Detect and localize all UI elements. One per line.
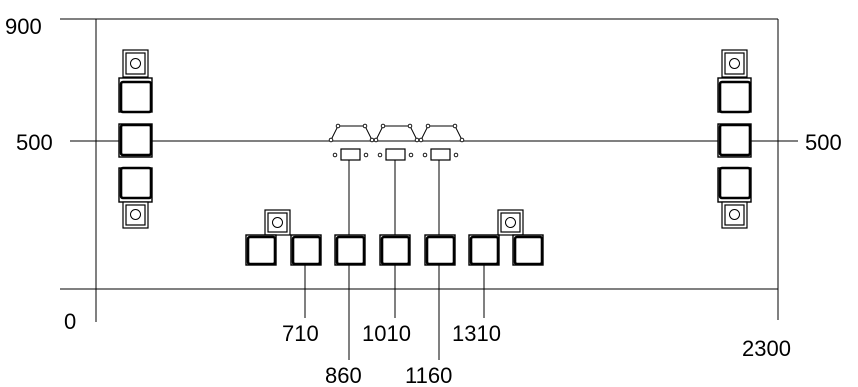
left-square-box-3 <box>118 166 153 203</box>
label-dim-1160: 1160 <box>405 363 452 387</box>
left-square-box-1 <box>118 77 153 114</box>
boundary-lines <box>60 18 798 322</box>
bottom-square-box-5 <box>424 234 456 266</box>
left-small-circle-box-bottom <box>122 201 149 229</box>
label-x-end: 2300 <box>742 336 791 361</box>
right-small-circle-box-bottom <box>721 201 748 229</box>
bottom-square-box-3 <box>334 234 366 266</box>
label-y-mid-right: 500 <box>805 130 842 155</box>
right-square-box-3 <box>717 166 752 203</box>
label-dim-1310: 1310 <box>452 321 501 346</box>
bottom-square-box-4 <box>379 234 411 266</box>
label-y-top: 900 <box>5 14 42 39</box>
bottom-small-circle-box-left <box>264 209 291 236</box>
label-dim-860: 860 <box>325 363 362 387</box>
right-square-box-1 <box>717 77 752 114</box>
switch-symbol-3 <box>418 123 465 143</box>
label-x-origin: 0 <box>64 309 76 334</box>
left-square-box-2 <box>118 123 153 158</box>
resistor-symbol-1 <box>332 148 369 161</box>
bottom-square-box-6 <box>468 234 500 266</box>
bottom-square-box-2 <box>290 234 322 266</box>
right-square-box-2 <box>717 123 752 158</box>
bottom-component-row <box>245 209 544 266</box>
bottom-square-box-1 <box>245 234 277 266</box>
switch-symbol-2 <box>373 123 420 143</box>
resistor-symbol-2 <box>377 148 414 161</box>
right-small-circle-box-top <box>721 49 748 78</box>
label-y-mid-left: 500 <box>16 130 53 155</box>
left-small-circle-box-top <box>122 49 149 78</box>
right-component-column <box>717 49 752 229</box>
bottom-square-box-7 <box>512 234 544 266</box>
center-switch-group <box>328 123 465 161</box>
dimension-labels: 900 500 500 0 2300 710 860 1010 1160 131… <box>5 14 842 387</box>
label-dim-710: 710 <box>282 321 319 346</box>
left-component-column <box>118 49 153 229</box>
label-dim-1010: 1010 <box>362 321 411 346</box>
switch-symbol-1 <box>328 123 375 143</box>
resistor-symbol-3 <box>422 148 459 161</box>
bottom-small-circle-box-right <box>497 209 524 236</box>
